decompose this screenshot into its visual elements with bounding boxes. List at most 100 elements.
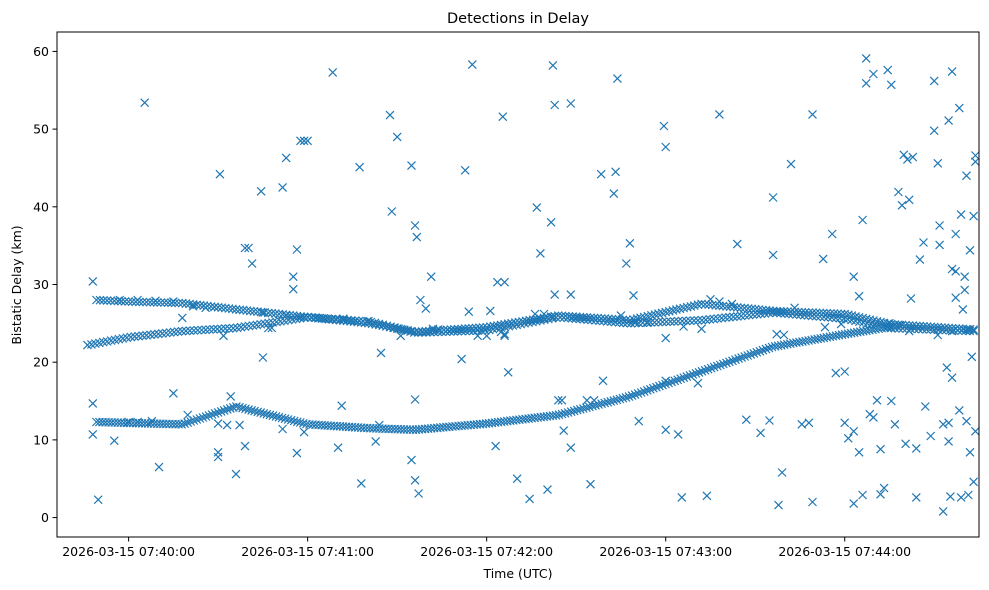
data-point <box>676 374 686 384</box>
data-point-marker <box>746 349 756 359</box>
data-point-marker <box>535 314 545 323</box>
data-point-marker <box>772 329 782 339</box>
data-point <box>945 492 955 502</box>
data-point-marker <box>157 328 167 338</box>
data-point <box>646 317 656 327</box>
data-point-marker <box>706 363 716 373</box>
data-point <box>933 322 943 332</box>
data-point <box>185 326 195 336</box>
data-point <box>220 324 230 334</box>
data-point <box>124 417 134 427</box>
data-point <box>818 254 828 264</box>
data-point <box>333 443 343 453</box>
data-point <box>188 301 198 311</box>
data-point-marker <box>904 195 914 205</box>
data-point-marker <box>861 53 871 63</box>
y-axis: 0 10 20 30 40 50 60 <box>33 44 57 525</box>
data-point-marker <box>213 419 223 429</box>
data-point <box>381 321 391 331</box>
data-point <box>728 356 737 366</box>
data-point <box>596 169 606 179</box>
data-point-marker <box>288 284 298 294</box>
data-point-marker <box>310 313 320 323</box>
data-point-marker <box>198 413 208 422</box>
data-point-marker <box>754 305 764 314</box>
data-point-marker <box>901 439 911 449</box>
data-point-marker <box>750 304 760 314</box>
data-point <box>804 308 814 317</box>
data-point-marker <box>947 67 957 77</box>
data-point <box>818 308 828 318</box>
data-point-marker <box>940 323 950 333</box>
data-point <box>642 385 652 395</box>
data-point-marker <box>743 351 753 360</box>
data-point <box>777 468 787 477</box>
data-point <box>836 309 846 319</box>
data-point <box>944 116 954 126</box>
data-point-marker <box>749 348 759 358</box>
data-point <box>258 353 268 362</box>
data-point <box>564 311 574 321</box>
data-point <box>180 419 190 429</box>
data-point-marker <box>872 316 882 326</box>
data-point-marker <box>331 315 341 325</box>
data-point-marker <box>911 321 921 331</box>
data-point-marker <box>197 325 207 335</box>
data-point-marker <box>550 290 560 300</box>
data-point-marker <box>356 478 366 488</box>
data-point <box>596 313 606 323</box>
data-point <box>572 405 582 415</box>
data-point-marker <box>712 361 722 371</box>
data-point-marker <box>130 332 140 342</box>
data-point-marker <box>550 311 560 321</box>
data-point-marker <box>546 312 556 322</box>
data-point-marker <box>962 416 971 426</box>
data-point-marker <box>765 306 774 316</box>
data-point-marker <box>858 490 868 500</box>
data-point <box>566 99 576 108</box>
data-point <box>168 388 178 398</box>
data-point-marker <box>299 427 309 437</box>
data-point-marker <box>464 307 474 317</box>
data-point-marker <box>407 161 416 171</box>
data-point-marker <box>954 324 964 334</box>
data-point <box>292 245 302 254</box>
data-point-marker <box>183 418 193 428</box>
data-point <box>630 317 640 327</box>
data-point <box>491 441 501 451</box>
data-point-marker <box>732 239 742 249</box>
data-point <box>611 314 621 324</box>
data-point-marker <box>970 426 980 436</box>
data-point-marker <box>453 324 463 334</box>
data-point-marker <box>473 331 483 341</box>
data-point-marker <box>288 311 298 321</box>
data-point-marker <box>849 272 859 282</box>
data-point-marker <box>410 327 420 337</box>
data-point-marker <box>548 60 558 70</box>
data-point-marker <box>661 376 671 386</box>
data-point <box>147 416 157 426</box>
data-point-marker <box>886 396 896 406</box>
data-point <box>353 317 363 327</box>
data-point-marker <box>557 395 567 405</box>
data-point <box>410 475 420 485</box>
data-point-marker <box>677 492 687 502</box>
data-point-marker <box>736 311 746 321</box>
data-point-marker <box>376 348 386 358</box>
data-point <box>186 417 196 426</box>
data-point-marker <box>673 375 683 385</box>
data-point-marker <box>274 309 284 319</box>
data-point-marker <box>539 309 549 319</box>
data-point-marker <box>177 326 187 336</box>
data-point-marker <box>890 419 900 429</box>
data-point-marker <box>566 99 576 108</box>
data-point <box>292 311 302 321</box>
data-point <box>661 376 671 386</box>
data-point <box>919 321 928 331</box>
data-point-marker <box>956 210 966 220</box>
data-point <box>679 322 689 331</box>
data-point <box>245 306 255 316</box>
data-point <box>500 329 510 339</box>
data-point <box>732 302 742 312</box>
data-point-marker <box>399 325 409 335</box>
